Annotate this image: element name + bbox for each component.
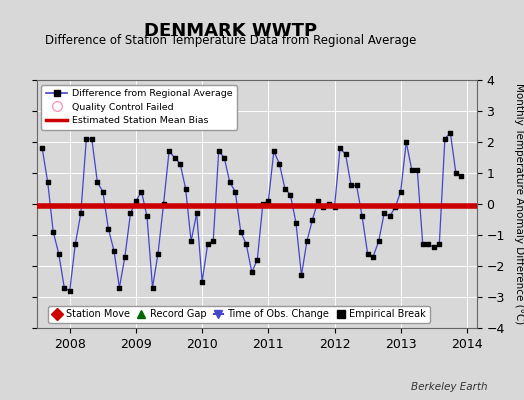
Point — [264, 198, 272, 204]
Point — [259, 201, 267, 207]
Point — [441, 136, 449, 142]
Point — [297, 272, 305, 278]
Point — [253, 257, 261, 263]
Point — [143, 213, 151, 220]
Point — [358, 213, 366, 220]
Point — [364, 250, 372, 257]
Point — [126, 210, 135, 216]
Point — [38, 145, 46, 151]
Point — [402, 139, 410, 145]
Point — [203, 241, 212, 248]
Point — [176, 160, 184, 167]
Point — [419, 241, 427, 248]
Point — [435, 241, 443, 248]
Point — [220, 154, 228, 161]
Point — [93, 179, 102, 186]
Point — [397, 188, 405, 195]
Point — [452, 170, 460, 176]
Point — [154, 250, 162, 257]
Point — [319, 204, 328, 210]
Point — [110, 247, 118, 254]
Point — [132, 198, 140, 204]
Point — [286, 192, 294, 198]
Point — [424, 241, 432, 248]
Point — [275, 160, 283, 167]
Point — [104, 226, 113, 232]
Point — [115, 284, 124, 291]
Point — [281, 185, 289, 192]
Point — [77, 210, 85, 216]
Point — [82, 136, 91, 142]
Point — [198, 278, 206, 285]
Text: Berkeley Earth: Berkeley Earth — [411, 382, 487, 392]
Text: Difference of Station Temperature Data from Regional Average: Difference of Station Temperature Data f… — [45, 34, 416, 47]
Point — [270, 148, 278, 154]
Point — [148, 284, 157, 291]
Point — [60, 284, 69, 291]
Point — [375, 238, 383, 244]
Point — [192, 210, 201, 216]
Point — [386, 213, 394, 220]
Point — [336, 145, 344, 151]
Point — [380, 210, 388, 216]
Point — [352, 182, 361, 189]
Point — [66, 288, 74, 294]
Point — [49, 229, 58, 235]
Point — [446, 130, 454, 136]
Point — [413, 167, 421, 173]
Point — [430, 244, 438, 250]
Point — [303, 238, 311, 244]
Point — [165, 148, 173, 154]
Point — [236, 229, 245, 235]
Point — [137, 188, 146, 195]
Point — [231, 188, 239, 195]
Point — [347, 182, 355, 189]
Point — [330, 204, 339, 210]
Point — [248, 269, 256, 275]
Point — [71, 241, 80, 248]
Point — [457, 173, 466, 179]
Point — [214, 148, 223, 154]
Point — [308, 216, 316, 223]
Point — [242, 241, 250, 248]
Point — [408, 167, 416, 173]
Point — [121, 254, 129, 260]
Point — [292, 219, 300, 226]
Point — [209, 238, 217, 244]
Y-axis label: Monthly Temperature Anomaly Difference (°C): Monthly Temperature Anomaly Difference (… — [515, 83, 524, 325]
Point — [99, 188, 107, 195]
Point — [88, 136, 96, 142]
Point — [342, 151, 350, 158]
Point — [181, 185, 190, 192]
Point — [225, 179, 234, 186]
Text: DENMARK WWTP: DENMARK WWTP — [144, 22, 317, 40]
Point — [314, 198, 322, 204]
Point — [325, 201, 333, 207]
Point — [170, 154, 179, 161]
Point — [391, 204, 399, 210]
Point — [43, 179, 52, 186]
Point — [159, 201, 168, 207]
Point — [54, 250, 63, 257]
Legend: Station Move, Record Gap, Time of Obs. Change, Empirical Break: Station Move, Record Gap, Time of Obs. C… — [48, 306, 430, 323]
Point — [369, 254, 377, 260]
Point — [187, 238, 195, 244]
